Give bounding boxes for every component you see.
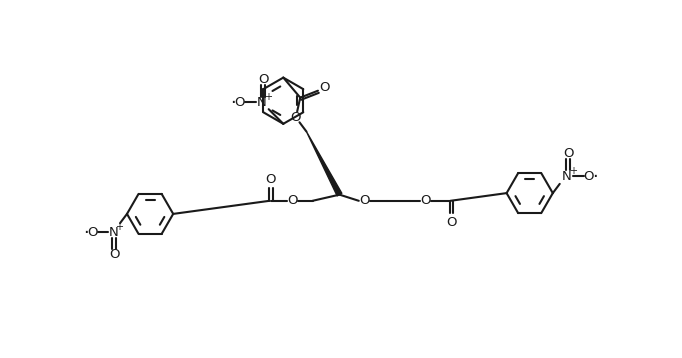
Text: O: O [87,226,98,239]
Text: ·: · [592,168,598,186]
Text: +: + [115,222,123,232]
Text: ·: · [83,224,89,242]
Text: +: + [569,166,577,176]
Text: O: O [287,194,298,207]
Text: O: O [447,216,457,229]
Text: O: O [584,170,594,183]
Text: ·: · [231,94,236,112]
Polygon shape [306,131,342,196]
Text: N: N [562,170,572,183]
Text: N: N [108,226,118,239]
Text: O: O [421,194,431,207]
Text: O: O [266,173,276,186]
Text: +: + [264,92,272,102]
Text: O: O [234,96,245,109]
Text: O: O [359,194,370,207]
Text: O: O [109,248,120,261]
Text: O: O [258,73,269,86]
Text: O: O [563,147,574,160]
Text: N: N [257,96,267,109]
Text: O: O [291,111,301,124]
Text: O: O [319,81,329,94]
